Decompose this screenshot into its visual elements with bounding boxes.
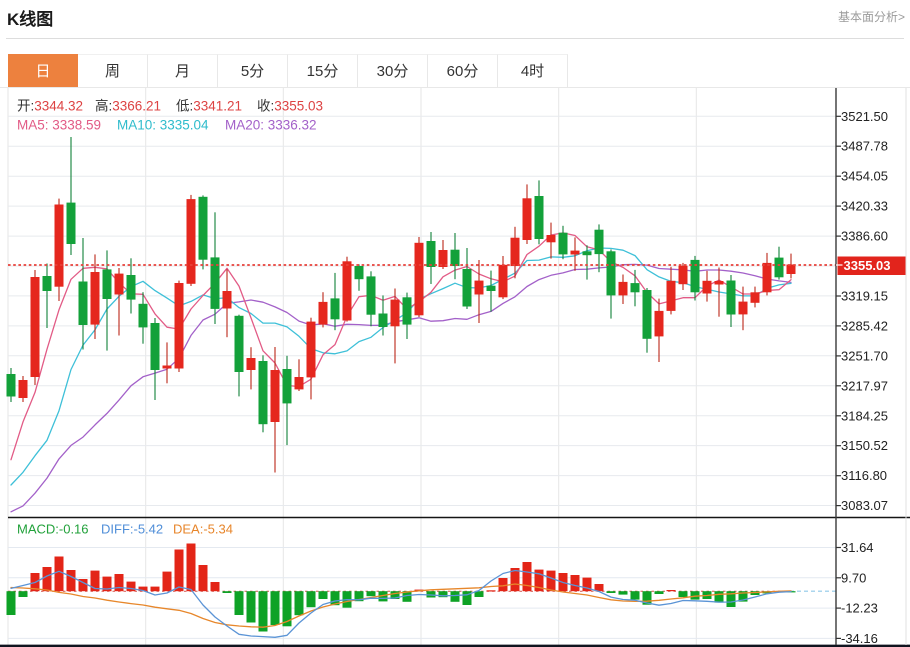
svg-text:-34.16: -34.16 bbox=[841, 631, 878, 646]
svg-text:9.70: 9.70 bbox=[841, 570, 866, 585]
svg-text:MACD:-0.16: MACD:-0.16 bbox=[17, 522, 89, 537]
svg-text:低:3341.21: 低:3341.21 bbox=[176, 99, 242, 114]
svg-text:3487.78: 3487.78 bbox=[841, 139, 888, 154]
svg-text:3319.15: 3319.15 bbox=[841, 289, 888, 304]
svg-text:MA20: 3336.32: MA20: 3336.32 bbox=[225, 118, 317, 133]
svg-text:收:3355.03: 收:3355.03 bbox=[257, 99, 323, 114]
svg-text:MA5: 3338.59: MA5: 3338.59 bbox=[17, 118, 101, 133]
svg-text:3420.33: 3420.33 bbox=[841, 199, 888, 214]
svg-text:高:3366.21: 高:3366.21 bbox=[95, 98, 161, 114]
svg-text:3386.60: 3386.60 bbox=[841, 229, 888, 244]
svg-text:开:3344.32: 开:3344.32 bbox=[17, 99, 83, 114]
svg-text:3217.97: 3217.97 bbox=[841, 378, 888, 393]
svg-text:3355.03: 3355.03 bbox=[844, 258, 891, 273]
svg-text:3184.25: 3184.25 bbox=[841, 408, 888, 423]
svg-text:-12.23: -12.23 bbox=[841, 601, 878, 616]
svg-text:DEA:-5.34: DEA:-5.34 bbox=[173, 522, 233, 537]
svg-text:3150.52: 3150.52 bbox=[841, 438, 888, 453]
svg-text:3083.07: 3083.07 bbox=[841, 498, 888, 513]
svg-text:3251.70: 3251.70 bbox=[841, 348, 888, 363]
svg-text:3521.50: 3521.50 bbox=[841, 109, 888, 124]
svg-text:MA10: 3335.04: MA10: 3335.04 bbox=[117, 118, 209, 133]
svg-text:DIFF:-5.42: DIFF:-5.42 bbox=[101, 522, 163, 537]
svg-text:3285.42: 3285.42 bbox=[841, 318, 888, 333]
svg-text:3116.80: 3116.80 bbox=[841, 468, 887, 483]
svg-text:31.64: 31.64 bbox=[841, 540, 874, 555]
svg-text:3454.05: 3454.05 bbox=[841, 169, 888, 184]
